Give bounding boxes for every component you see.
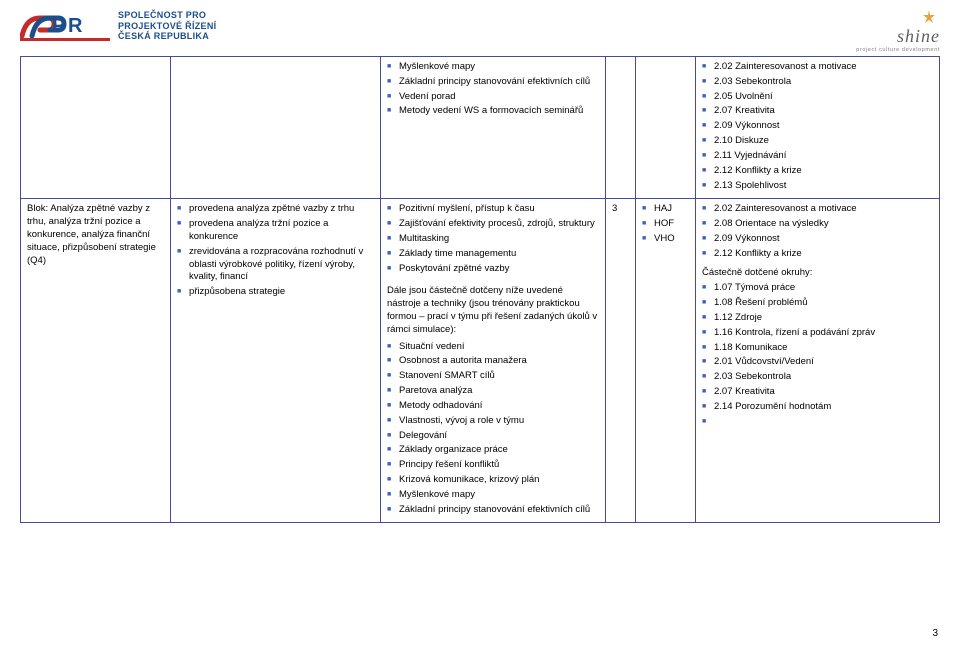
list-item: Osobnost a autorita manažera: [387, 355, 599, 368]
list-item: Metody odhadování: [387, 400, 599, 413]
list-item: Myšlenkové mapy: [387, 61, 599, 74]
list-item: přizpůsobena strategie: [177, 286, 374, 299]
list-item: Myšlenkové mapy: [387, 489, 599, 502]
r1c3-list: Myšlenkové mapy Základní principy stanovo…: [387, 61, 599, 118]
page-number: 3: [932, 628, 938, 639]
shine-tagline: project culture development: [856, 47, 940, 53]
list-item: 1.07 Týmová práce: [702, 282, 933, 295]
r2c1: Blok: Analýza zpětné vazby z trhu, analý…: [21, 199, 171, 523]
list-item: Základy time managementu: [387, 248, 599, 261]
r2c5-list: HAJ HOF VHO: [642, 203, 689, 245]
list-item: Stanovení SMART cílů: [387, 370, 599, 383]
list-item: 2.03 Sebekontrola: [702, 371, 933, 384]
svg-text:P: P: [52, 15, 65, 37]
r1c6: 2.02 Zainteresovanost a motivace 2.03 Seb…: [696, 57, 940, 199]
r2c6-bot-list: 1.07 Týmová práce 1.08 Řešení problémů 1.1…: [702, 282, 933, 413]
r1c3: Myšlenkové mapy Základní principy stanovo…: [381, 57, 606, 199]
logo-right: shine project culture development: [856, 8, 940, 53]
list-item: 1.18 Komunikace: [702, 342, 933, 355]
list-item: 2.10 Diskuze: [702, 135, 933, 148]
list-item: Vlastnosti, vývoj a role v týmu: [387, 415, 599, 428]
list-item: Multitasking: [387, 233, 599, 246]
list-item: Zajišťování efektivity procesů, zdrojů, …: [387, 218, 599, 231]
r2c4-value: 3: [612, 203, 617, 214]
list-item: 2.12 Konflikty a krize: [702, 165, 933, 178]
spr-logo-icon: R P: [20, 8, 112, 44]
r1c1: [21, 57, 171, 199]
r1c2: [171, 57, 381, 199]
r2c3-para: Dále jsou částečně dotčeny níže uvedené …: [387, 285, 599, 336]
list-item: Metody vedení WS a formovacích seminářů: [387, 105, 599, 118]
list-item: Pozitivní myšlení, přístup k času: [387, 203, 599, 216]
list-item: zrevidována a rozpracována rozhodnutí v …: [177, 246, 374, 284]
list-item: 2.02 Zainteresovanost a motivace: [702, 203, 933, 216]
list-item: provedena analýza zpětné vazby z trhu: [177, 203, 374, 216]
list-item: 2.11 Vyjednávání: [702, 150, 933, 163]
list-item: 2.03 Sebekontrola: [702, 76, 933, 89]
r2c2-list: provedena analýza zpětné vazby z trhu pro…: [177, 203, 374, 299]
list-item: Paretova analýza: [387, 385, 599, 398]
svg-text:R: R: [68, 15, 83, 37]
page-header: R P SPOLEČNOST PRO PROJEKTOVÉ ŘÍZENÍ ČES…: [20, 8, 940, 50]
shine-brand: shine: [856, 26, 940, 47]
list-item: Principy řešení konfliktů: [387, 459, 599, 472]
list-item: Základní principy stanovování efektivníc…: [387, 504, 599, 517]
r2c6-top-list: 2.02 Zainteresovanost a motivace 2.08 Ori…: [702, 203, 933, 260]
list-item: 1.12 Zdroje: [702, 312, 933, 325]
list-item: 2.13 Spolehlivost: [702, 180, 933, 193]
list-item: 2.14 Porozumění hodnotám: [702, 401, 933, 414]
shine-star-icon: [918, 8, 940, 26]
logo-line1: SPOLEČNOST PRO: [118, 10, 216, 21]
logo-line2: PROJEKTOVÉ ŘÍZENÍ: [118, 21, 216, 32]
list-item: Poskytování zpětné vazby: [387, 263, 599, 276]
list-item: HOF: [642, 218, 689, 231]
list-item: 2.07 Kreativita: [702, 105, 933, 118]
r2c5: HAJ HOF VHO: [636, 199, 696, 523]
r2c2: provedena analýza zpětné vazby z trhu pro…: [171, 199, 381, 523]
table-row: Myšlenkové mapy Základní principy stanovo…: [21, 57, 940, 199]
list-item: 2.12 Konflikty a krize: [702, 248, 933, 261]
list-item: Delegování: [387, 430, 599, 443]
r2c1-text: Blok: Analýza zpětné vazby z trhu, analý…: [27, 203, 156, 265]
list-item: 1.16 Kontrola, řízení a podávání zpráv: [702, 327, 933, 340]
r2c6: 2.02 Zainteresovanost a motivace 2.08 Ori…: [696, 199, 940, 523]
r2c4: 3: [606, 199, 636, 523]
list-item: Krizová komunikace, krizový plán: [387, 474, 599, 487]
logo-line3: ČESKÁ REPUBLIKA: [118, 31, 216, 42]
r2c3-top-list: Pozitivní myšlení, přístup k času Zajišťo…: [387, 203, 599, 275]
list-item: Základní principy stanovování efektivníc…: [387, 76, 599, 89]
list-item: 2.09 Výkonnost: [702, 233, 933, 246]
list-item: 2.05 Uvolnění: [702, 91, 933, 104]
logo-left-text: SPOLEČNOST PRO PROJEKTOVÉ ŘÍZENÍ ČESKÁ R…: [118, 10, 216, 42]
list-item: Situační vedení: [387, 341, 599, 354]
r2c3: Pozitivní myšlení, přístup k času Zajišťo…: [381, 199, 606, 523]
list-item: 2.08 Orientace na výsledky: [702, 218, 933, 231]
list-item: VHO: [642, 233, 689, 246]
r1c6-list: 2.02 Zainteresovanost a motivace 2.03 Seb…: [702, 61, 933, 192]
r1c4: [606, 57, 636, 199]
list-item: Základy organizace práce: [387, 444, 599, 457]
list-item: 1.08 Řešení problémů: [702, 297, 933, 310]
list-item: 2.07 Kreativita: [702, 386, 933, 399]
r2c3-bot-list: Situační vedeníOsobnost a autorita manaž…: [387, 341, 599, 517]
r2c6-sublabel: Částečně dotčené okruhy:: [702, 267, 933, 280]
r1c5: [636, 57, 696, 199]
main-table: Myšlenkové mapy Základní principy stanovo…: [20, 56, 940, 523]
list-item: HAJ: [642, 203, 689, 216]
list-item: 2.02 Zainteresovanost a motivace: [702, 61, 933, 74]
table-row: Blok: Analýza zpětné vazby z trhu, analý…: [21, 199, 940, 523]
list-item: 2.01 Vůdcovství/Vedení: [702, 356, 933, 369]
list-item: provedena analýza tržní pozice a konkure…: [177, 218, 374, 244]
logo-left: R P SPOLEČNOST PRO PROJEKTOVÉ ŘÍZENÍ ČES…: [20, 8, 216, 44]
list-item: 2.09 Výkonnost: [702, 120, 933, 133]
list-item: Vedení porad: [387, 91, 599, 104]
